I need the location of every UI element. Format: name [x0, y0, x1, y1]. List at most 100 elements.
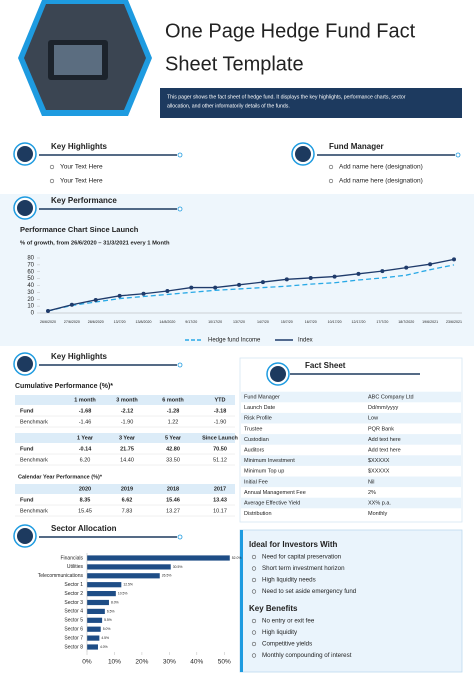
bullet [328, 178, 334, 184]
series-point [380, 269, 385, 274]
bullet-text: High liquidity needs [262, 577, 316, 584]
section-rule-end [177, 152, 183, 158]
fact-value: XX% p.a. [368, 500, 391, 506]
table-cell: 14.40 [120, 457, 134, 463]
section-icon [270, 366, 286, 382]
x-tick-label: 30% [163, 659, 176, 666]
series-point [165, 289, 170, 293]
fact-row-bg [241, 412, 461, 424]
bullet-text: Your Text Here [60, 178, 103, 185]
fact-value: Add text here [368, 447, 401, 453]
section-title: Key Highlights [51, 142, 108, 151]
bullet-text: No entry or exit fee [262, 618, 315, 625]
fact-key: Trustee [244, 426, 262, 432]
section-rule-end [177, 206, 183, 212]
table-cell: 42.80 [166, 446, 180, 452]
description: This pager shows the fact sheet of hedge… [167, 94, 406, 100]
table-header: 6 month [162, 397, 184, 403]
table-header: 2017 [214, 486, 226, 492]
series-point [117, 293, 122, 298]
x-tick-label: 50% [218, 659, 231, 666]
x-tick-label: 23/6/2021 [446, 320, 462, 324]
x-tick-label: 19/6/2021 [422, 320, 438, 324]
table-cell: -1.68 [79, 408, 92, 414]
table-header: 3 Year [119, 435, 136, 441]
fact-value: $XXXXX [368, 458, 390, 464]
table-header-bg [15, 433, 235, 443]
x-tick-label: 26/6/2020 [40, 320, 56, 324]
series-point [141, 291, 146, 296]
fact-value: Add text here [368, 437, 401, 443]
section-title: Key Highlights [51, 352, 108, 361]
table-header: 1 month [74, 397, 96, 403]
bullet-text: High liquidity [262, 629, 298, 636]
table-cell: Fund [20, 497, 33, 503]
description: allocation, and other informatorily deta… [167, 103, 290, 109]
table-cell: 13.27 [166, 508, 180, 514]
category-label: Sector 7 [64, 635, 83, 641]
table-cell: -1.90 [121, 419, 134, 425]
bullet [49, 178, 55, 184]
table-cell: -2.12 [121, 408, 134, 414]
fact-row-bg [241, 455, 461, 466]
bullet [49, 164, 55, 170]
x-tick-label: 40% [190, 659, 203, 666]
table-cell: Fund [20, 446, 33, 452]
series-point [213, 285, 218, 290]
bullet [251, 589, 257, 594]
section-title: Fact Sheet [305, 361, 346, 370]
value-label: 5.5% [104, 618, 112, 622]
category-label: Sector 5 [64, 618, 83, 624]
y-tick-label: 40 [27, 283, 34, 289]
table-cell: -1.28 [167, 408, 180, 414]
section-icon [17, 356, 33, 372]
performance-bg [0, 194, 474, 346]
table-cell: -1.90 [214, 419, 227, 425]
fact-key: Average Effective Yield [244, 500, 300, 506]
bar [87, 564, 171, 570]
fact-value: Dd/mm/yyyy [368, 405, 399, 411]
y-tick-label: 70 [27, 262, 34, 268]
table-cell: 6.62 [122, 497, 133, 503]
legend-label: Index [298, 338, 313, 344]
bullet-text: Add name here (designation) [339, 164, 423, 171]
series-point [452, 257, 456, 262]
value-label: 26.5% [162, 574, 172, 578]
table-cell: 7.83 [122, 508, 133, 514]
x-tick-label: 15/7/20 [281, 320, 293, 324]
table-header: 3 month [116, 397, 138, 403]
x-tick-label: 10% [108, 659, 121, 666]
fact-key: Minimum Investment [244, 458, 295, 464]
table-cell: 8.35 [80, 497, 91, 503]
x-tick-label: 28/6/2020 [88, 320, 104, 324]
series-line [47, 264, 455, 312]
x-tick-label: 14/8/2020 [159, 320, 175, 324]
section-title: Fund Manager [329, 142, 384, 151]
fact-key: Distribution [244, 511, 272, 517]
section-rule-end [177, 362, 183, 368]
investors-box [239, 529, 463, 673]
x-tick-label: 27/6/2020 [64, 320, 80, 324]
bar [87, 582, 122, 588]
table-cell: 70.50 [213, 446, 227, 452]
fact-key: Annual Management Fee [244, 490, 306, 496]
x-tick-label: 0% [82, 659, 92, 666]
photo-screen [54, 45, 102, 75]
bar [87, 555, 230, 561]
table-header: 2019 [121, 486, 133, 492]
value-label: 6.5% [107, 609, 115, 613]
title: One Page Hedge Fund Fact [165, 20, 416, 42]
table-cell: Fund [20, 408, 33, 414]
bullet [328, 164, 334, 170]
bullet [251, 653, 257, 658]
y-tick-label: 50 [27, 276, 34, 282]
fact-value: $XXXXX [368, 469, 390, 475]
table-heading: Calendar Year Performance (%)* [18, 474, 103, 480]
x-tick-label: 9/17/20 [185, 320, 197, 324]
box-title: Ideal for Investors With [249, 540, 338, 549]
bar [87, 644, 98, 650]
bullet-text: Need for capital preservation [262, 554, 342, 561]
fact-value: Nil [368, 479, 374, 485]
bullet [251, 630, 257, 635]
title: Sheet Template [165, 53, 304, 75]
